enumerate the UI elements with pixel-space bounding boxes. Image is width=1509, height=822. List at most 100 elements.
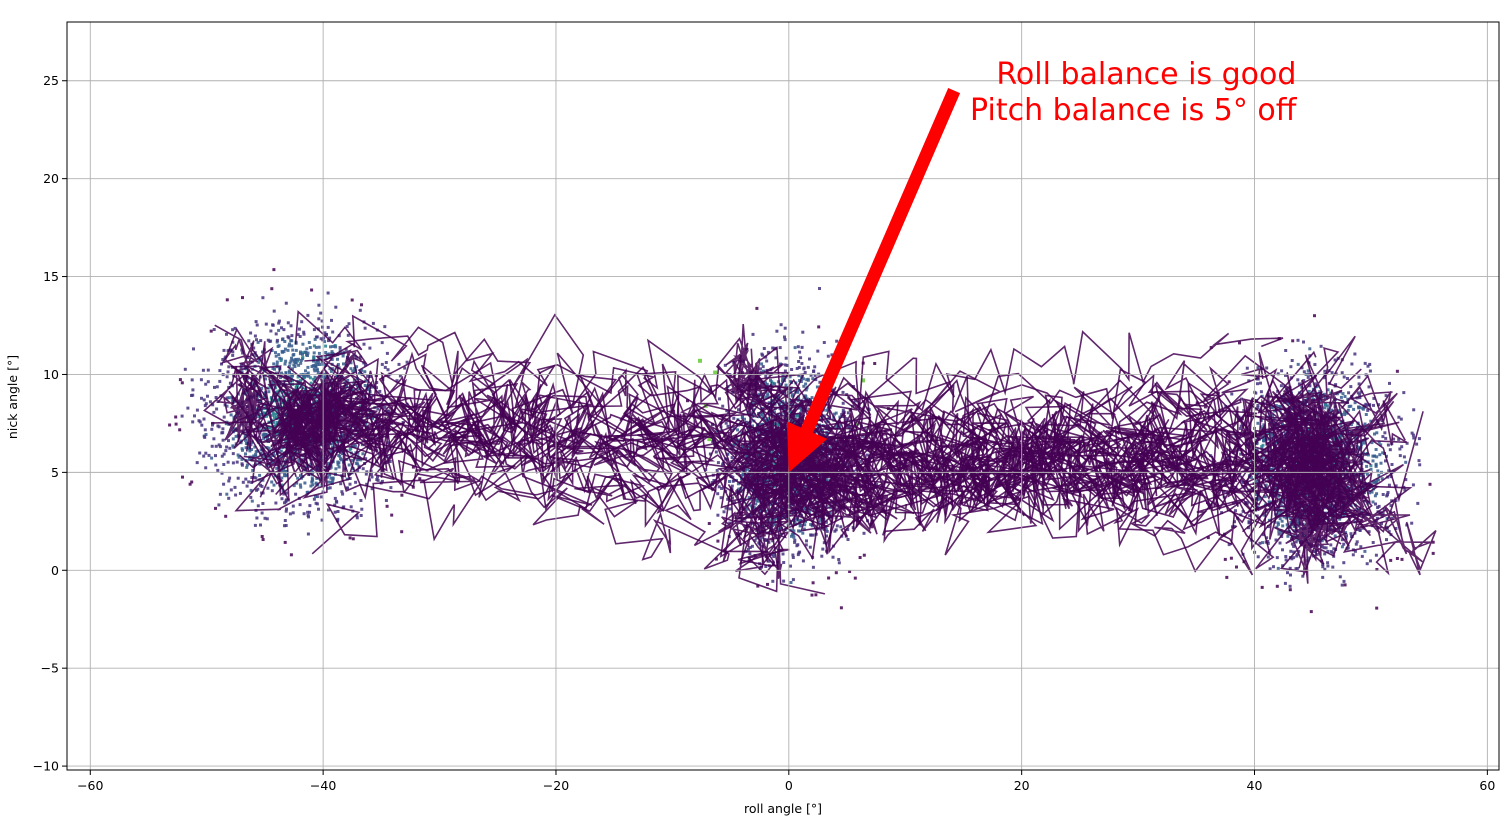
density-cell [225,332,228,336]
density-cell [803,507,807,511]
density-cell [351,537,355,541]
density-cell [792,529,796,533]
density-cell [750,544,754,548]
density-cell [766,394,770,398]
density-cell [245,463,249,467]
density-cell [206,380,210,384]
density-cell [217,503,221,507]
density-cell [309,469,313,473]
density-cell [1235,565,1238,569]
density-cell [191,388,195,392]
density-cell [290,374,294,378]
density-cell [1278,517,1282,521]
density-cell [1296,362,1300,366]
density-cell [220,471,224,475]
density-cell [1284,555,1288,558]
density-cell [335,374,339,378]
density-cell [1273,409,1277,413]
density-cell [791,578,795,582]
density-cell [748,546,752,549]
density-cell [313,375,317,379]
density-cell [1349,404,1353,408]
density-cell [284,524,288,527]
density-cell [798,350,802,354]
density-cell [1289,549,1293,553]
density-cell [1247,520,1251,524]
density-cell [1277,529,1281,533]
density-cell [204,402,208,406]
density-cell [320,319,324,323]
density-cell [397,362,401,366]
density-cell [217,425,221,429]
density-cell [380,362,384,366]
density-cell [1297,492,1300,496]
density-cell [1368,369,1372,373]
density-cell [784,356,788,360]
density-cell [214,463,218,467]
density-cell [766,392,770,396]
density-cell [353,444,357,448]
density-cell [254,407,258,411]
density-cell [822,341,826,344]
density-cell [239,363,243,367]
density-cell [734,441,738,444]
density-cell [737,408,740,412]
density-cell [771,579,775,583]
density-cell [764,509,768,513]
density-cell [745,454,749,458]
density-cell [773,456,777,460]
density-cell [846,411,850,415]
density-cell [746,467,749,471]
density-cell [873,362,877,365]
density-cell [809,373,813,377]
density-cell [1343,395,1347,398]
density-cell [180,381,184,385]
density-cell [1363,361,1367,365]
density-cell [342,505,346,509]
density-cell [760,352,764,356]
density-cell [1331,551,1335,555]
density-cell [801,377,805,381]
density-cell [256,415,260,418]
density-cell [1415,442,1419,446]
density-cell [841,401,845,405]
density-cell [218,369,222,373]
density-cell [788,379,792,383]
density-cell [1333,358,1337,362]
density-cell [339,457,342,461]
density-cell [221,427,225,431]
density-cell [274,354,278,358]
density-cell [753,538,757,542]
density-cell [1264,483,1268,487]
density-cell [284,359,288,363]
density-cell [714,557,718,561]
density-cell [1306,369,1310,373]
density-cell [748,552,752,556]
density-cell [814,460,818,464]
density-cell [1256,421,1260,425]
density-cell [834,425,838,429]
density-cell [1265,536,1269,540]
density-cell [1307,556,1311,560]
density-cell [292,360,296,364]
density-cell [1225,575,1229,579]
density-cell [207,453,211,457]
density-cell [354,461,358,465]
density-cell [357,387,361,391]
density-cell [291,367,294,371]
density-cell [324,355,328,359]
density-cell [1302,370,1306,374]
density-cell [1272,417,1276,421]
density-cell [1397,437,1401,441]
density-cell [1320,539,1324,543]
density-cell [841,390,845,394]
density-cell [1318,390,1322,394]
density-cell [1277,513,1281,517]
density-cell [338,348,342,352]
density-cell [719,429,723,433]
density-cell [1345,534,1348,538]
density-cell [363,384,367,387]
density-cell [301,352,304,356]
density-cell [1347,429,1351,433]
density-cell [370,487,374,491]
